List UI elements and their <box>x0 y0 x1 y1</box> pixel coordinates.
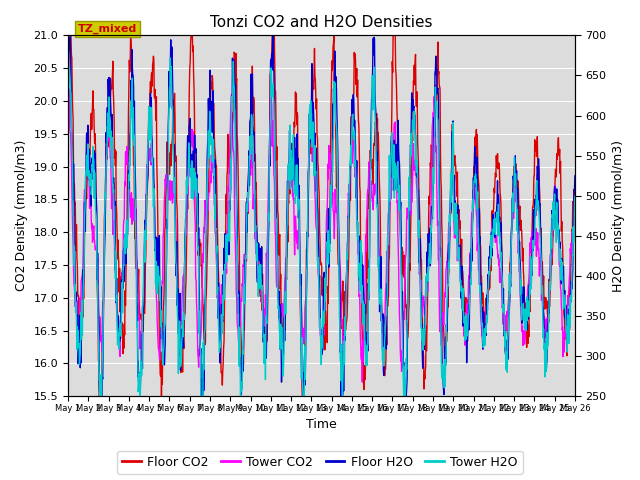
X-axis label: Time: Time <box>306 419 337 432</box>
Tower H2O <box>571 193 579 199</box>
Floor CO2 <box>236 288 243 294</box>
Line: Tower CO2: Tower CO2 <box>68 89 575 382</box>
Tower CO2 <box>150 198 157 204</box>
Line: Floor CO2: Floor CO2 <box>68 36 575 396</box>
Floor CO2 <box>150 93 158 99</box>
Floor CO2 <box>132 254 140 260</box>
Tower CO2 <box>331 213 339 218</box>
Line: Floor H2O: Floor H2O <box>68 36 575 396</box>
Tower CO2 <box>64 123 72 129</box>
Floor H2O <box>269 33 276 38</box>
Tower H2O <box>166 55 174 61</box>
Floor H2O <box>332 85 339 91</box>
Floor CO2 <box>95 393 103 399</box>
Tower CO2 <box>284 163 292 169</box>
Floor CO2 <box>65 33 73 38</box>
Floor H2O <box>150 179 157 184</box>
Tower CO2 <box>342 313 349 319</box>
Floor H2O <box>571 173 579 179</box>
Floor H2O <box>236 324 243 330</box>
Tower H2O <box>342 305 349 311</box>
Floor CO2 <box>571 204 579 210</box>
Y-axis label: CO2 Density (mmol/m3): CO2 Density (mmol/m3) <box>15 140 28 291</box>
Floor CO2 <box>342 327 349 333</box>
Floor H2O <box>132 191 140 197</box>
Tower H2O <box>96 393 104 399</box>
Tower H2O <box>285 177 292 183</box>
Tower CO2 <box>65 86 73 92</box>
Floor CO2 <box>285 200 292 206</box>
Floor H2O <box>285 167 292 173</box>
Y-axis label: H2O Density (mmol/m3): H2O Density (mmol/m3) <box>612 140 625 292</box>
Tower H2O <box>64 104 72 110</box>
Tower H2O <box>332 80 339 86</box>
Tower CO2 <box>358 379 366 385</box>
Text: TZ_mixed: TZ_mixed <box>78 24 138 34</box>
Tower CO2 <box>571 223 579 228</box>
Tower CO2 <box>132 211 140 217</box>
Tower H2O <box>150 186 157 192</box>
Title: Tonzi CO2 and H2O Densities: Tonzi CO2 and H2O Densities <box>210 15 433 30</box>
Floor H2O <box>64 61 72 67</box>
Floor CO2 <box>64 63 72 69</box>
Tower H2O <box>132 231 140 237</box>
Line: Tower H2O: Tower H2O <box>68 58 575 396</box>
Tower CO2 <box>236 337 243 343</box>
Legend: Floor CO2, Tower CO2, Floor H2O, Tower H2O: Floor CO2, Tower CO2, Floor H2O, Tower H… <box>117 451 523 474</box>
Floor H2O <box>342 288 349 294</box>
Floor H2O <box>96 393 104 399</box>
Floor CO2 <box>332 94 339 100</box>
Tower H2O <box>236 324 243 330</box>
